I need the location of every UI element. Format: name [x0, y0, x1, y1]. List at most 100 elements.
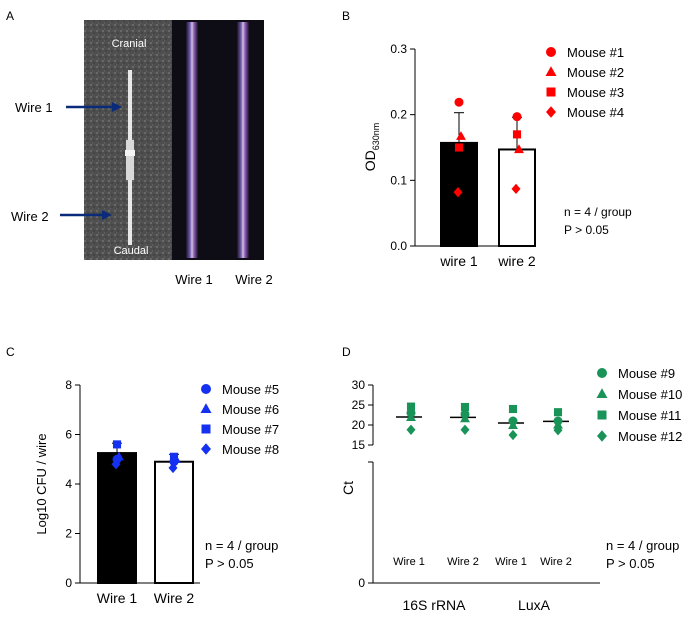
- panel-letter-b: B: [342, 9, 350, 23]
- chart-c-annotation-n: n = 4 / group: [205, 538, 278, 553]
- data-point: [460, 424, 470, 435]
- chart-d: 0 15 20 25 30 Wire 1 Wire 2 Wire 1 Wire 2 16S rRN…: [352, 378, 600, 613]
- group-label-luxa: LuxA: [518, 597, 551, 613]
- x-category-label: Wire 2: [154, 590, 195, 606]
- chart-b-annotation-n: n = 4 / group: [564, 205, 632, 219]
- bar-2: [154, 460, 194, 585]
- panel-b: B 0.0 0.1 0.2 0.3 wire 1 wire 2 OD630nm Mouse…: [342, 9, 632, 269]
- legend-label: Mouse #11: [618, 408, 681, 423]
- panel-c: C 0 2 4 6 8 Wire 1 Wire 2 Log10 CFU / wire Mou…: [6, 345, 279, 606]
- legend-label: Mouse #1: [567, 45, 624, 60]
- legend-marker-4: [546, 106, 556, 118]
- arrow-label-wire-1: Wire 1: [15, 100, 53, 115]
- legend-label: Mouse #7: [222, 422, 279, 437]
- data-point: [553, 408, 563, 417]
- x-subcategory-label: Wire 1: [393, 556, 425, 568]
- data-point: [406, 412, 416, 421]
- chart-b-legend: Mouse #1 Mouse #2 Mouse #3 Mouse #4: [545, 45, 624, 120]
- data-point: [512, 130, 522, 139]
- legend-marker-4: [597, 430, 607, 442]
- legend-marker-3: [597, 410, 607, 420]
- data-point: [460, 402, 470, 412]
- wire-2-image: [237, 22, 249, 258]
- x-subcategory-label: Wire 1: [495, 556, 527, 568]
- y-tick-label: 8: [65, 378, 72, 392]
- legend-marker-1: [597, 368, 607, 378]
- chart-b-annotation-p: P > 0.05: [564, 223, 609, 237]
- data-point: [514, 144, 524, 154]
- legend-label: Mouse #2: [567, 65, 624, 80]
- legend-label: Mouse #3: [567, 85, 624, 100]
- legend-marker-1: [546, 47, 556, 57]
- legend-marker-2: [200, 403, 212, 413]
- legend-marker-2: [545, 66, 557, 76]
- legend-label: Mouse #12: [618, 429, 682, 444]
- y-tick-label: 4: [65, 477, 72, 491]
- chart-b: 0.0 0.1 0.2 0.3 wire 1 wire 2: [390, 42, 536, 269]
- chart-b-ylabel-main: OD: [362, 150, 378, 171]
- cranial-label: Cranial: [112, 38, 147, 50]
- chart-d-annotation-p: P > 0.05: [606, 556, 655, 571]
- y-tick-label: 0.3: [390, 42, 407, 56]
- chart-d-legend: Mouse #9 Mouse #10 Mouse #11 Mouse #12: [596, 366, 682, 444]
- y-tick-label: 0.2: [390, 108, 407, 122]
- data-point: [454, 97, 464, 107]
- legend-label: Mouse #8: [222, 442, 279, 457]
- group-label-16s: 16S rRNA: [402, 597, 466, 613]
- chart-c: 0 2 4 6 8 Wire 1 Wire 2: [65, 378, 200, 606]
- y-tick-label: 25: [352, 398, 366, 412]
- arrow-label-wire-2: Wire 2: [11, 209, 49, 224]
- chart-d-ylabel: Ct: [340, 481, 356, 495]
- data-point: [112, 440, 122, 449]
- data-point: [406, 402, 416, 411]
- data-point: [456, 131, 466, 140]
- y-tick-label: 6: [65, 428, 72, 442]
- legend-marker-2: [596, 388, 608, 398]
- y-tick-label: 0.1: [390, 173, 407, 187]
- wire-specimen: [125, 70, 135, 245]
- legend-label: Mouse #4: [567, 105, 624, 120]
- chart-c-annotation-p: P > 0.05: [205, 556, 254, 571]
- x-category-label: Wire 1: [97, 590, 138, 606]
- data-point: [169, 452, 179, 461]
- chart-c-legend: Mouse #5 Mouse #6 Mouse #7 Mouse #8: [200, 382, 279, 457]
- data-point: [508, 429, 518, 441]
- chart-b-ylabel: OD630nm: [362, 123, 381, 172]
- legend-marker-1: [201, 384, 211, 394]
- legend-label: Mouse #10: [618, 387, 682, 402]
- bottom-label-wire-2: Wire 2: [235, 272, 273, 287]
- panel-letter-a: A: [6, 9, 14, 23]
- data-point: [553, 425, 563, 436]
- y-tick-label: 2: [65, 527, 72, 541]
- bar-2: [498, 148, 536, 247]
- y-tick-label: 20: [352, 418, 366, 432]
- y-tick-label: 15: [352, 438, 366, 452]
- bottom-label-wire-1: Wire 1: [175, 272, 213, 287]
- panel-letter-d: D: [342, 345, 351, 359]
- data-point: [168, 462, 178, 474]
- chart-d-annotation-n: n = 4 / group: [606, 538, 679, 553]
- data-point: [114, 451, 124, 461]
- x-category-label: wire 2: [497, 253, 536, 269]
- wire-photo-dark: [172, 20, 264, 260]
- panel-a: A Cranial Caudal Wire 1 Wire 2 Wire 1 Wi…: [6, 9, 273, 287]
- x-category-label: wire 1: [439, 253, 478, 269]
- chart-b-ylabel-sub: 630nm: [371, 123, 381, 151]
- data-point: [553, 419, 563, 429]
- y-tick-label: 0.0: [390, 239, 407, 253]
- data-point: [512, 112, 522, 122]
- y-tick-label: 30: [352, 378, 366, 392]
- data-point: [460, 413, 470, 423]
- data-point: [453, 186, 463, 198]
- bar-1: [97, 452, 137, 584]
- data-point: [508, 420, 518, 429]
- data-point: [111, 459, 121, 470]
- y-tick-label: 0: [358, 576, 365, 590]
- data-point: [454, 143, 464, 152]
- y-tick-label: 0: [65, 576, 72, 590]
- caudal-label: Caudal: [114, 245, 149, 257]
- legend-label: Mouse #5: [222, 382, 279, 397]
- panel-letter-c: C: [6, 345, 15, 359]
- legend-label: Mouse #6: [222, 402, 279, 417]
